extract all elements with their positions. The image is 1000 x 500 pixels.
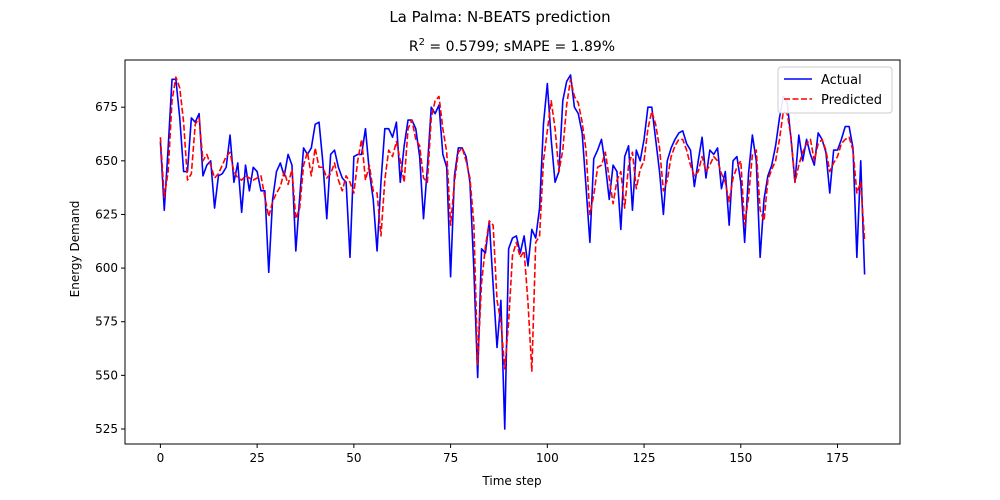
y-tick-label: 575	[95, 315, 118, 329]
x-axis-label: Time step	[481, 474, 541, 488]
y-tick-label: 550	[95, 368, 118, 382]
x-tick-label: 75	[443, 451, 458, 465]
series-layer	[159, 74, 866, 430]
y-tick-label: 600	[95, 261, 118, 275]
x-tick-label: 175	[826, 451, 849, 465]
y-tick-label: 675	[95, 100, 118, 114]
y-tick-label: 525	[95, 422, 118, 436]
y-tick-label: 650	[95, 154, 118, 168]
chart-title: R2 = 0.5799; sMAPE = 1.89%	[409, 37, 615, 55]
axes-frame	[124, 59, 901, 445]
chart-title-r2-sup: 2	[419, 37, 425, 48]
y-tick-label: 625	[95, 207, 118, 221]
chart-title-r2: R	[409, 39, 419, 55]
legend-label-predicted: Predicted	[821, 93, 882, 108]
legend: Actual Predicted	[777, 66, 893, 114]
x-tick-label: 0	[157, 451, 165, 465]
legend-label-actual: Actual	[821, 73, 862, 88]
y-axis-label: Energy Demand	[68, 201, 82, 298]
chart-suptitle: La Palma: N-BEATS prediction	[389, 8, 610, 26]
ticks-layer: 0 25 50 75 100 125 150 175 525 550 575 600 625 650 675	[95, 59, 901, 465]
chart-title-rest: = 0.5799; sMAPE = 1.89%	[425, 39, 615, 55]
x-tick-label: 25	[249, 451, 264, 465]
series-line-actual	[159, 74, 866, 430]
series-line-predicted	[159, 76, 866, 372]
x-tick-label: 150	[729, 451, 752, 465]
x-tick-label: 50	[346, 451, 361, 465]
x-tick-label: 100	[536, 451, 559, 465]
x-tick-label: 125	[633, 451, 656, 465]
